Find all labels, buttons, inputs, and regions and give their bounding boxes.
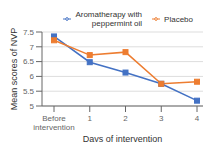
- svg-text:7: 7: [30, 43, 35, 52]
- html-text:peppermint oil: peppermint oil: [91, 19, 143, 28]
- svg-text:1: 1: [88, 114, 93, 123]
- svg-text:Mean scores of NVP: Mean scores of NVP: [9, 28, 19, 111]
- html-text:Aromatherapy with: Aromatherapy with: [75, 10, 143, 19]
- svg-text:7.5: 7.5: [23, 28, 35, 37]
- svg-text:4: 4: [195, 114, 200, 123]
- svg-text:Days of intervention: Days of intervention: [83, 134, 163, 142]
- svg-text:Beforeintervention: Beforeintervention: [33, 114, 74, 131]
- svg-text:2: 2: [123, 114, 128, 123]
- svg-text:6: 6: [30, 72, 35, 81]
- html-text:Placebo: Placebo: [164, 14, 193, 24]
- svg-text:3: 3: [159, 114, 164, 123]
- svg-text:6.5: 6.5: [23, 57, 35, 66]
- svg-text:5.5: 5.5: [23, 87, 35, 96]
- svg-text:5: 5: [30, 102, 35, 111]
